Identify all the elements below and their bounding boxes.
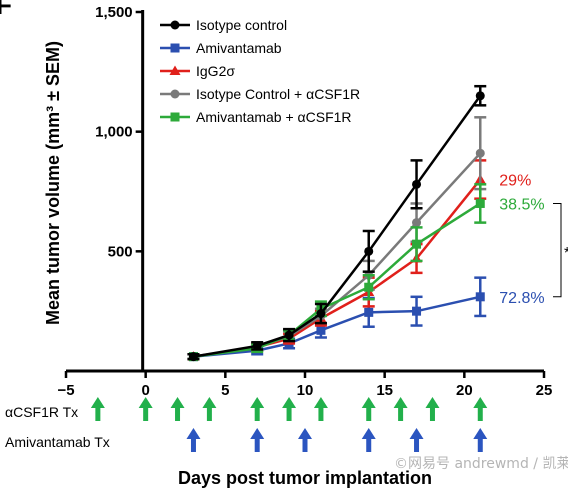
data-point	[316, 325, 326, 335]
dosing-row-label: αCSF1R Tx	[5, 404, 78, 420]
legend-item: Amivantamab	[160, 40, 282, 56]
significance-bracket	[553, 202, 562, 298]
data-point	[475, 292, 485, 302]
data-point	[364, 307, 374, 317]
data-point	[316, 309, 326, 319]
y-axis-title: Mean tumor volume (mm³ ± SEM)	[43, 41, 63, 325]
legend-item: Isotype control	[160, 17, 287, 33]
dose-arrow	[409, 428, 424, 452]
x-tick-label: 0	[141, 382, 149, 399]
dosing-row-1: Amivantamab Tx	[5, 428, 488, 452]
series-line	[193, 295, 481, 358]
axis-ticks: −5 0 5 10 15 20 25 500 1,000 1,500	[57, 4, 552, 399]
dose-arrow	[425, 397, 440, 421]
dose-arrow	[170, 397, 185, 421]
data-point	[188, 352, 198, 362]
x-tick-label: 15	[376, 382, 393, 399]
data-point	[412, 306, 422, 316]
annotations: 29% 38.5% 72.8% *	[499, 173, 568, 307]
reduction-label: 29%	[499, 173, 531, 190]
dose-arrow	[138, 397, 153, 421]
dose-arrow	[473, 397, 488, 421]
series-amivantamab-csf1r	[187, 183, 487, 362]
data-point	[475, 91, 485, 101]
legend-marker	[170, 112, 180, 122]
dose-arrow	[202, 397, 217, 421]
dose-arrow	[250, 428, 265, 452]
dosing-schedule: αCSF1R Tx Amivantamab Tx	[5, 397, 488, 452]
data-point	[412, 218, 422, 228]
dose-arrow	[313, 397, 328, 421]
legend-marker	[170, 20, 180, 30]
panel-letter: F	[0, 0, 12, 20]
y-tick-label: 1,500	[95, 4, 133, 21]
series-line	[193, 95, 482, 358]
series-line	[193, 152, 482, 358]
dose-arrow	[90, 397, 105, 421]
legend-marker	[170, 89, 180, 99]
legend-item: Amivantamab + αCSF1R	[160, 109, 352, 125]
legend-label: IgG2σ	[196, 63, 235, 79]
significance-star: *	[564, 245, 568, 262]
data-point	[412, 239, 422, 249]
watermark: ©网易号 andrewmd / 凯莱英药闻	[394, 455, 568, 472]
legend-marker	[169, 65, 181, 75]
dose-arrow	[473, 428, 488, 452]
series-amivantamab	[187, 276, 487, 362]
x-axis-title: Days post tumor implantation	[178, 468, 432, 488]
series-isotype-control	[187, 84, 487, 362]
dosing-row-label: Amivantamab Tx	[5, 434, 110, 450]
dose-arrow	[361, 428, 376, 452]
legend-item: IgG2σ	[160, 63, 235, 79]
legend-label: Amivantamab	[196, 40, 282, 56]
legend: Isotype control Amivantamab IgG2σ Isotype C…	[160, 17, 360, 125]
dose-arrow	[393, 397, 408, 421]
legend-label: Isotype control	[196, 17, 287, 33]
data-point	[252, 341, 262, 351]
x-tick-label: 20	[456, 382, 473, 399]
data-point	[475, 148, 485, 158]
series-layer	[187, 84, 487, 362]
dose-arrow	[361, 397, 376, 421]
data-point	[364, 282, 374, 292]
data-point	[364, 246, 374, 256]
dose-arrow	[250, 397, 265, 421]
reduction-label: 38.5%	[499, 196, 544, 213]
reduction-label: 72.8%	[499, 290, 544, 307]
data-point	[475, 198, 485, 208]
series-igg2-	[187, 159, 487, 361]
x-tick-label: 25	[536, 382, 553, 399]
legend-marker	[170, 43, 180, 53]
legend-label: Amivantamab + αCSF1R	[196, 109, 352, 125]
x-tick-label: −5	[57, 382, 74, 399]
y-tick-label: 1,000	[95, 124, 133, 141]
x-tick-label: 10	[297, 382, 314, 399]
y-tick-label: 500	[108, 243, 133, 260]
legend-label: Isotype Control + αCSF1R	[196, 86, 360, 102]
dose-arrow	[282, 397, 297, 421]
data-point	[284, 330, 294, 340]
dose-arrow	[298, 428, 312, 452]
dose-arrow	[186, 428, 201, 452]
data-point	[412, 179, 422, 189]
x-tick-label: 5	[221, 382, 229, 399]
series-line	[193, 202, 481, 358]
legend-item: Isotype Control + αCSF1R	[160, 86, 360, 102]
series-line	[193, 178, 482, 358]
dosing-row-0: αCSF1R Tx	[5, 397, 488, 421]
